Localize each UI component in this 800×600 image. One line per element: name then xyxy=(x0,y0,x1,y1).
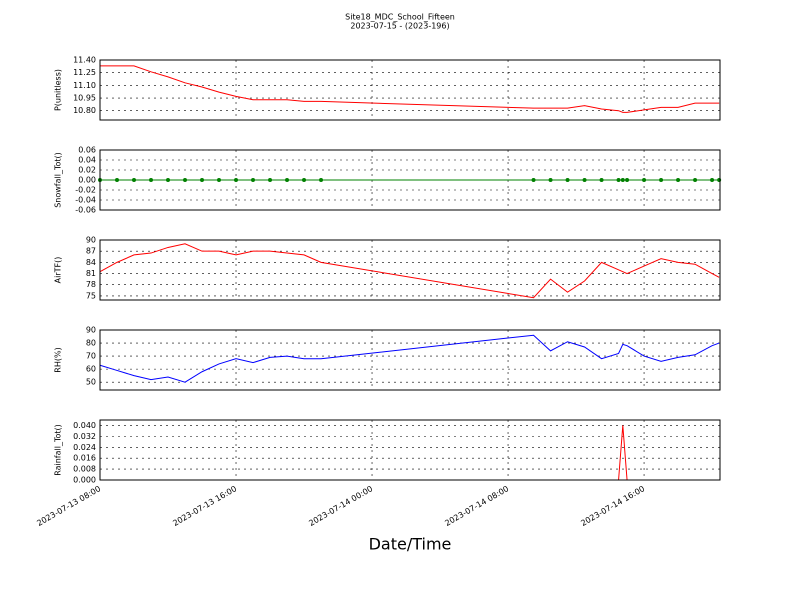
y-tick-label: 10.80 xyxy=(73,106,96,115)
data-point xyxy=(676,178,681,182)
data-point xyxy=(582,178,587,182)
y-tick-label: 11.25 xyxy=(73,68,96,77)
y-tick-label: 70 xyxy=(86,352,96,361)
plot-frame xyxy=(99,59,721,121)
y-tick-label: 81 xyxy=(86,269,96,278)
y-tick-label: 80 xyxy=(86,339,96,348)
x-tick-label: 2023-07-14 16:00 xyxy=(579,484,646,528)
data-point xyxy=(217,178,222,182)
y-tick-label: 0.06 xyxy=(78,146,96,155)
data-point xyxy=(620,178,625,182)
data-point xyxy=(183,178,188,182)
y-tick-label: 0.00 xyxy=(78,176,96,185)
y-tick-label: -0.02 xyxy=(75,186,96,195)
data-point xyxy=(149,178,154,182)
data-point xyxy=(319,178,324,182)
data-point xyxy=(285,178,290,182)
y-tick-label: 10.95 xyxy=(73,94,96,103)
y-tick-label: 0.02 xyxy=(78,166,96,175)
y-tick-label: 87 xyxy=(86,247,96,256)
data-point xyxy=(234,178,239,182)
y-tick-label: 78 xyxy=(86,280,96,289)
y-axis-label: P(unitless) xyxy=(54,69,63,111)
data-point xyxy=(200,178,205,182)
y-tick-label: -0.06 xyxy=(75,206,96,215)
data-line xyxy=(99,243,720,299)
y-tick-label: 0.024 xyxy=(73,443,96,452)
y-tick-label: 60 xyxy=(86,365,96,374)
data-point xyxy=(251,178,256,182)
y-axis-label: AirTF() xyxy=(54,257,63,284)
plot-frame xyxy=(99,419,721,481)
y-axis-label: Rainfall_Tot() xyxy=(54,424,63,476)
data-line xyxy=(100,65,720,113)
data-point xyxy=(548,178,553,182)
data-point xyxy=(659,178,664,182)
y-tick-label: 0.016 xyxy=(73,454,96,463)
data-point xyxy=(616,178,621,182)
data-point xyxy=(693,178,698,182)
data-point xyxy=(268,178,273,182)
data-point xyxy=(717,178,722,182)
data-point xyxy=(115,178,120,182)
data-point xyxy=(599,178,604,182)
y-tick-label: 50 xyxy=(86,378,96,387)
y-tick-label: -0.04 xyxy=(75,196,96,205)
data-point xyxy=(642,178,647,182)
y-tick-label: 0.008 xyxy=(73,465,96,474)
data-point xyxy=(710,178,715,182)
data-point xyxy=(166,178,171,182)
y-axis-label: Snowfall_Tot() xyxy=(54,152,63,208)
data-point xyxy=(302,178,307,182)
data-point xyxy=(132,178,137,182)
chart-title: Site18_MDC_School_Fifteen xyxy=(345,13,455,22)
data-line xyxy=(99,334,720,383)
x-tick-label: 2023-07-14 00:00 xyxy=(307,484,374,528)
data-point xyxy=(531,178,536,182)
plot-frame xyxy=(99,329,721,391)
plot-frame xyxy=(99,239,721,301)
y-tick-label: 0.040 xyxy=(73,421,96,430)
x-axis-label: Date/Time xyxy=(369,535,452,554)
y-tick-label: 90 xyxy=(86,236,96,245)
data-point xyxy=(625,178,630,182)
x-tick-label: 2023-07-13 08:00 xyxy=(35,484,102,528)
x-tick-label: 2023-07-14 08:00 xyxy=(443,484,510,528)
x-tick-label: 2023-07-13 16:00 xyxy=(171,484,238,528)
y-tick-label: 11.10 xyxy=(73,81,96,90)
chart-subtitle: 2023-07-15 - (2023-196) xyxy=(350,22,449,31)
y-tick-label: 84 xyxy=(86,258,96,267)
data-point xyxy=(565,178,570,182)
y-tick-label: 75 xyxy=(86,291,96,300)
y-tick-label: 0.000 xyxy=(73,476,96,485)
data-line xyxy=(100,425,720,481)
y-tick-label: 0.04 xyxy=(78,156,96,165)
y-tick-label: 11.40 xyxy=(73,56,96,65)
y-tick-label: 0.032 xyxy=(73,432,96,441)
y-tick-label: 90 xyxy=(86,326,96,335)
plot-frame xyxy=(99,149,721,211)
y-axis-label: RH(%) xyxy=(54,347,63,372)
